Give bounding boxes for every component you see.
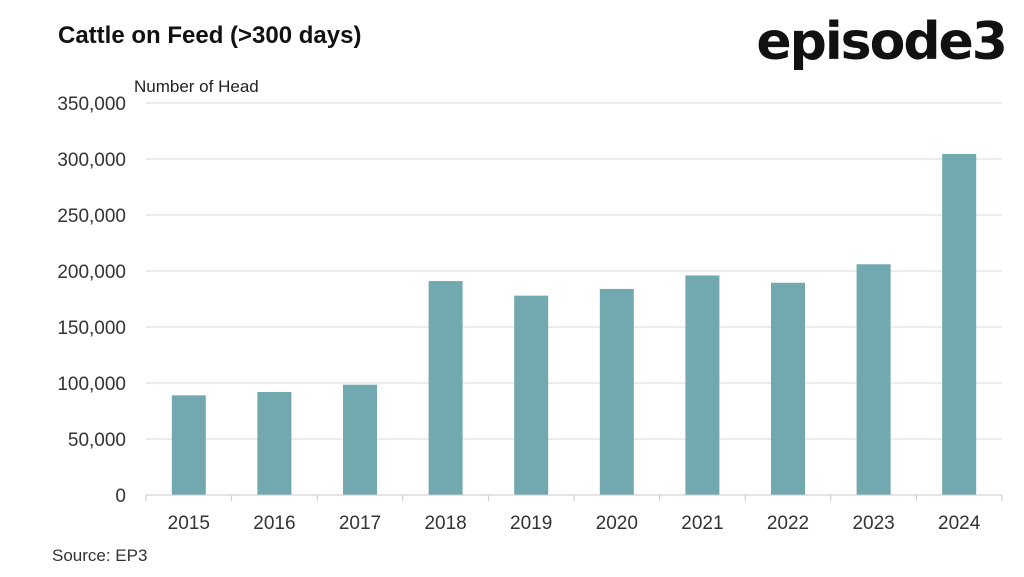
y-tick-label: 50,000 (68, 430, 126, 451)
x-tick-label: 2020 (596, 513, 638, 534)
y-tick-label: 300,000 (57, 150, 126, 171)
x-tick-label: 2017 (339, 513, 381, 534)
bars (171, 153, 977, 495)
y-tick-label: 100,000 (57, 374, 126, 395)
bar-2023 (856, 264, 891, 495)
y-tick-label: 0 (115, 486, 126, 507)
bar-2021 (685, 275, 720, 495)
x-tick-label: 2021 (681, 513, 723, 534)
bar-2020 (599, 288, 634, 495)
bar-2024 (942, 153, 977, 495)
source-note: Source: EP3 (52, 546, 148, 565)
x-tick-label: 2019 (510, 513, 552, 534)
y-tick-label: 250,000 (57, 206, 126, 227)
x-axis-ticks: 2015 2016 2017 2018 2019 2020 2021 2022 2023 2024 (168, 513, 981, 534)
x-tick-label: 2024 (938, 513, 981, 534)
bar-2019 (514, 295, 549, 495)
bar-2017 (343, 384, 377, 495)
chart-title: Cattle on Feed (>300 days) (58, 22, 362, 49)
x-axis (145, 494, 1003, 501)
x-tick-label: 2022 (767, 513, 809, 534)
bar-2015 (171, 395, 206, 495)
bar-2016 (257, 391, 292, 495)
x-tick-label: 2023 (852, 513, 894, 534)
bar-2022 (771, 282, 805, 495)
x-tick-label: 2016 (253, 513, 295, 534)
brand-logo: episode3 (756, 12, 1008, 72)
x-tick-label: 2015 (168, 513, 210, 534)
y-tick-label: 150,000 (57, 318, 126, 339)
bar-2018 (428, 281, 463, 495)
y-axis-label: Number of Head (134, 77, 259, 96)
y-tick-label: 350,000 (57, 94, 126, 115)
y-tick-label: 200,000 (57, 262, 126, 283)
x-tick-label: 2018 (424, 513, 466, 534)
y-axis-ticks: 0 50,000 100,000 150,000 200,000 250,000 300,0… (57, 94, 126, 507)
